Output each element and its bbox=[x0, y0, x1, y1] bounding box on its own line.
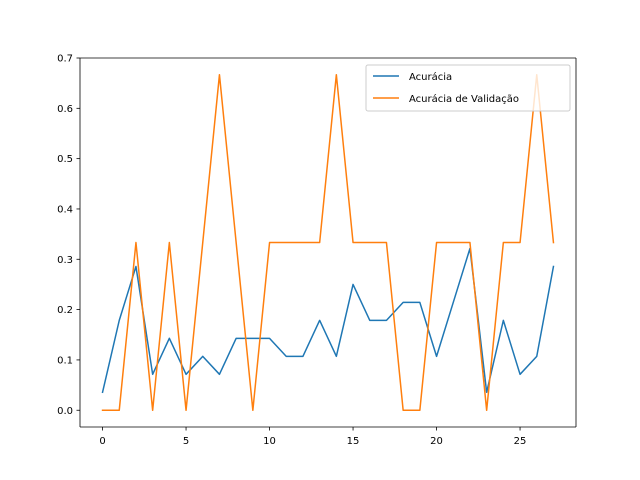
legend-box bbox=[365, 64, 571, 112]
y-tick-label: 0.5 bbox=[57, 154, 73, 165]
series-layer bbox=[101, 74, 555, 411]
series-line-2 bbox=[101, 74, 555, 411]
y-tick-label: 0.2 bbox=[57, 305, 73, 316]
y-tick-label: 0.0 bbox=[57, 406, 73, 417]
x-tick-label: 10 bbox=[263, 436, 276, 447]
y-tick-label: 0.7 bbox=[57, 54, 73, 65]
x-tick-label: 20 bbox=[430, 436, 443, 447]
x-tick-label: 25 bbox=[514, 436, 527, 447]
x-axis-ticks: 0 5 10 15 20 25 bbox=[99, 427, 526, 447]
legend: Acurácia Acurácia de Validação bbox=[365, 64, 571, 112]
y-tick-label: 0.3 bbox=[57, 255, 73, 266]
y-tick-label: 0.1 bbox=[57, 356, 73, 367]
y-tick-label: 0.4 bbox=[57, 205, 73, 216]
y-tick-label: 0.6 bbox=[57, 104, 73, 115]
axis-frame bbox=[79, 57, 577, 428]
legend-label-1: Acurácia bbox=[409, 71, 452, 83]
x-tick-label: 0 bbox=[99, 436, 105, 447]
x-tick-label: 5 bbox=[183, 436, 189, 447]
legend-label-2: Acurácia de Validação bbox=[409, 93, 519, 105]
y-axis-ticks: 0.0 0.1 0.2 0.3 0.4 0.5 0.6 0.7 bbox=[57, 54, 80, 417]
x-tick-label: 15 bbox=[347, 436, 360, 447]
